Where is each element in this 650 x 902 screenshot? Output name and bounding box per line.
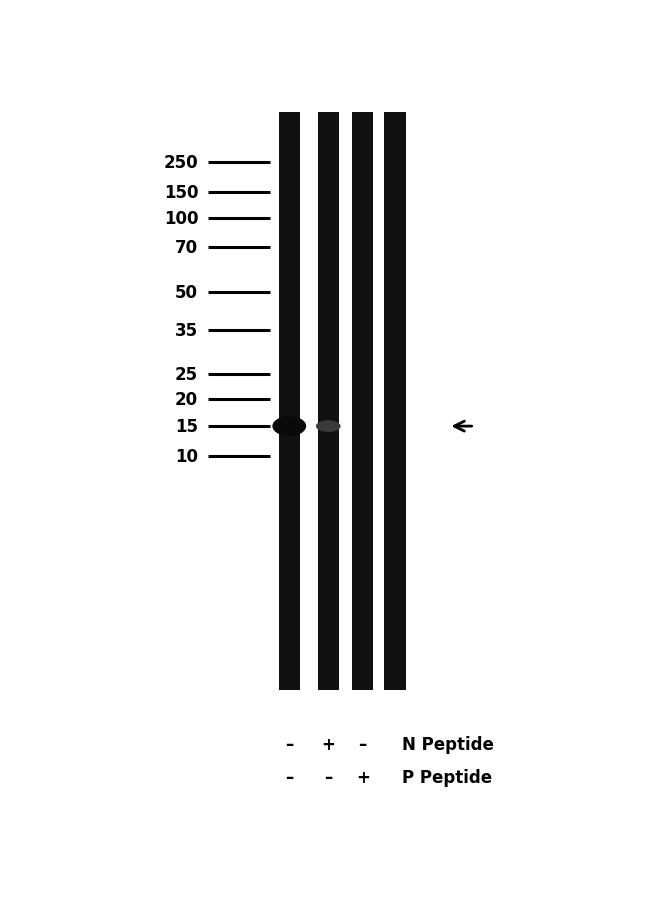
Text: –: – (285, 735, 293, 753)
Text: +: + (321, 735, 335, 753)
Ellipse shape (272, 417, 306, 437)
Text: 25: 25 (175, 365, 198, 383)
Text: –: – (324, 769, 332, 787)
Text: 70: 70 (175, 239, 198, 257)
Bar (385, 113, 406, 690)
Bar (317, 113, 339, 690)
Text: 15: 15 (176, 418, 198, 436)
Text: –: – (359, 735, 367, 753)
Text: P Peptide: P Peptide (402, 769, 492, 787)
Text: 150: 150 (164, 184, 198, 202)
Text: 100: 100 (164, 210, 198, 228)
Text: 250: 250 (164, 153, 198, 171)
Text: +: + (356, 769, 370, 787)
Bar (278, 113, 300, 690)
Text: –: – (285, 769, 293, 787)
Text: 10: 10 (176, 447, 198, 465)
Text: 20: 20 (175, 391, 198, 409)
Ellipse shape (316, 420, 341, 432)
Text: 35: 35 (175, 322, 198, 340)
Text: N Peptide: N Peptide (402, 735, 493, 753)
Text: 50: 50 (176, 283, 198, 301)
Bar (352, 113, 374, 690)
